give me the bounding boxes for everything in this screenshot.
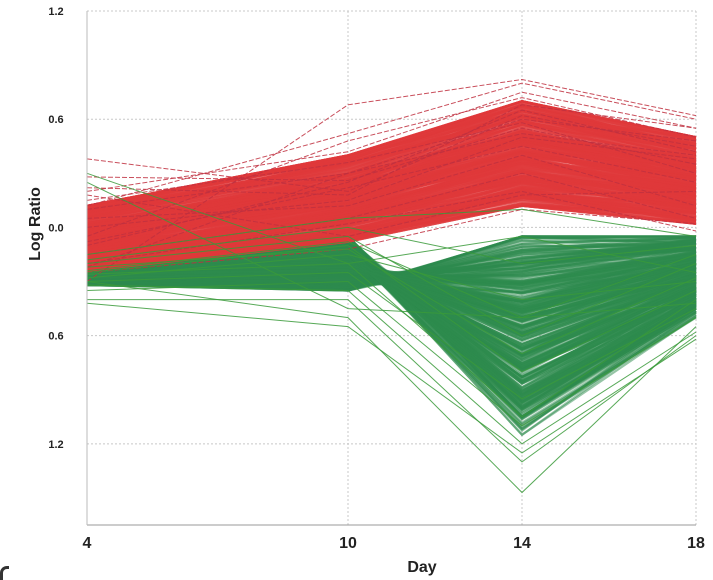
down-series-line (86, 235, 697, 337)
down-profile-line (86, 263, 697, 327)
up-profile-line (86, 104, 697, 217)
grid (86, 10, 697, 525)
up-series-line (86, 97, 697, 237)
up-series-line (86, 82, 697, 207)
down-series-line (86, 284, 697, 445)
down-series-line (86, 181, 697, 319)
series-lines (86, 78, 697, 494)
y-tick-label: 1.2 (48, 439, 63, 451)
down-series-line (86, 244, 697, 373)
up-series-line (86, 208, 697, 273)
down-series-line (86, 271, 697, 400)
down-profile-line (86, 241, 697, 286)
up-series-line (86, 190, 697, 237)
y-tick-label: 0.6 (48, 114, 63, 126)
corner-mark (0, 566, 9, 580)
up-profile-line (86, 185, 697, 265)
up-series-line (86, 190, 697, 264)
up-profile-line (86, 137, 697, 236)
y-tick-label: 1.2 (48, 6, 63, 18)
up-profile-line (86, 100, 697, 210)
up-series-line (86, 127, 697, 182)
down-series-line (86, 253, 697, 301)
down-series-line (86, 208, 697, 255)
y-tick-label: 0.6 (48, 331, 63, 343)
down-series-line (86, 248, 697, 355)
down-series-line (87, 299, 697, 463)
x-tick-label: 10 (339, 535, 357, 552)
x-tick-label: 14 (513, 535, 531, 552)
up-profile-line (86, 137, 697, 225)
down-series-line (86, 226, 697, 265)
up-series-line (86, 78, 697, 282)
down-series-line (86, 241, 697, 319)
axes: 1.2 0.6 0.0 0.6 1.2 4 10 14 18 (48, 6, 705, 552)
y-tick-label: 0.0 (48, 222, 63, 234)
up-series-line (86, 109, 697, 246)
up-series-line (86, 91, 697, 192)
up-series-line (86, 145, 697, 243)
up-profile-line (86, 154, 697, 241)
up-series-line (86, 172, 697, 255)
bands (86, 100, 697, 437)
up-series-line (86, 133, 697, 268)
up-profile-line (86, 204, 697, 266)
up-series-line (86, 118, 697, 210)
y-axis-title: Log Ratio (27, 187, 44, 261)
x-tick-label: 18 (687, 535, 705, 552)
down-series-line (86, 262, 697, 418)
down-profile-line (86, 246, 697, 292)
up-series-line (86, 154, 697, 219)
up-series-line (86, 104, 697, 196)
up-series-line (86, 136, 697, 228)
x-axis-title: Day (407, 559, 436, 576)
x-tick-label: 4 (83, 535, 92, 552)
down-series-line (86, 280, 697, 427)
down-series-line (86, 302, 697, 454)
